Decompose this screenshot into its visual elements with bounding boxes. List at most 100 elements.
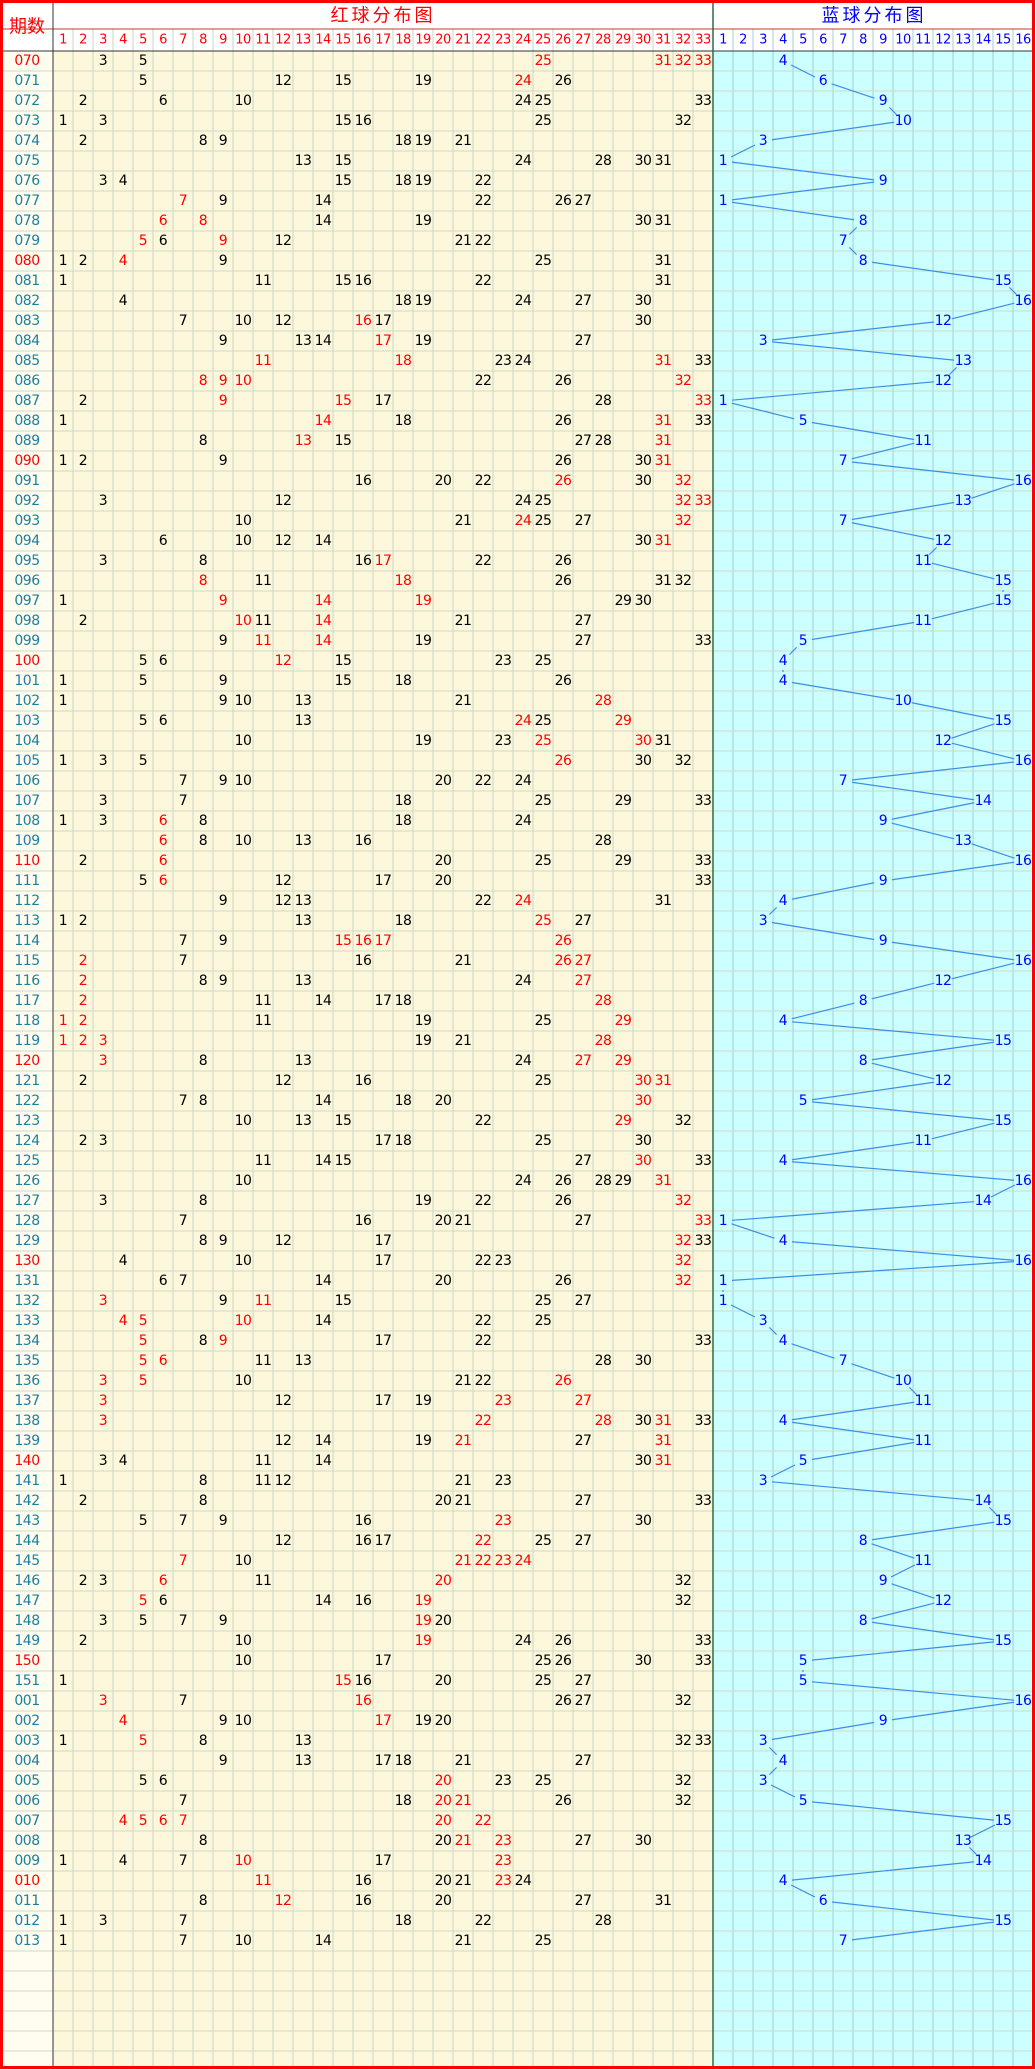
red-ball: 7 — [179, 1093, 187, 1109]
red-ball: 29 — [615, 853, 632, 869]
issue-number: 121 — [14, 1073, 39, 1089]
blue-ball: 12 — [935, 1593, 952, 1609]
red-ball: 31 — [655, 1413, 672, 1429]
red-ball: 2 — [79, 1493, 87, 1509]
red-ball: 4 — [119, 253, 128, 269]
red-ball: 1 — [59, 753, 67, 769]
red-ball: 24 — [515, 1633, 532, 1649]
red-ball: 18 — [395, 993, 412, 1009]
red-ball: 4 — [119, 1813, 128, 1829]
trend-segment — [911, 702, 995, 720]
red-ball: 31 — [655, 413, 672, 429]
blue-ball: 4 — [779, 653, 788, 669]
red-ball: 26 — [555, 73, 572, 89]
blue-column-number: 6 — [819, 33, 827, 48]
red-ball: 1 — [59, 913, 67, 929]
red-ball: 7 — [179, 1273, 187, 1289]
trend-segment — [731, 1223, 775, 1239]
trend-segment — [871, 1521, 995, 1541]
red-ball: 13 — [295, 973, 312, 989]
red-ball: 5 — [139, 753, 147, 769]
trend-segment — [771, 921, 875, 941]
issue-number: 144 — [14, 1533, 40, 1549]
issue-number: 114 — [14, 933, 40, 949]
red-ball: 15 — [335, 1113, 352, 1129]
blue-ball: 15 — [995, 1813, 1012, 1829]
red-ball: 17 — [375, 1753, 392, 1769]
red-ball: 30 — [635, 733, 652, 749]
red-ball: 3 — [99, 1393, 107, 1409]
trend-segment — [791, 1002, 855, 1020]
red-column-number: 4 — [119, 33, 127, 48]
red-ball: 3 — [99, 813, 107, 829]
red-ball: 19 — [415, 1033, 432, 1049]
trend-segment — [768, 1766, 778, 1776]
red-ball: 24 — [515, 1873, 532, 1889]
blue-column-number: 14 — [975, 33, 991, 48]
red-ball: 15 — [335, 73, 352, 89]
red-column-number: 6 — [159, 33, 167, 48]
red-ball: 4 — [119, 1453, 128, 1469]
red-ball: 27 — [575, 1493, 592, 1509]
red-ball: 8 — [199, 1893, 207, 1909]
issue-number: 074 — [14, 133, 40, 149]
trend-segment — [931, 602, 995, 620]
red-ball: 14 — [315, 613, 332, 629]
red-ball: 10 — [235, 773, 252, 789]
trend-segment — [791, 1401, 915, 1421]
red-ball: 7 — [179, 773, 187, 789]
red-ball: 15 — [335, 1153, 352, 1169]
red-ball: 16 — [355, 313, 372, 329]
red-ball: 31 — [655, 53, 672, 69]
trend-segment — [990, 1184, 1016, 1198]
red-column-number: 9 — [219, 33, 227, 48]
blue-ball: 11 — [915, 613, 932, 629]
trend-segment — [791, 681, 895, 701]
red-ball: 13 — [295, 1113, 312, 1129]
red-ball: 26 — [555, 413, 572, 429]
red-ball: 33 — [695, 493, 712, 509]
red-ball: 20 — [435, 853, 452, 869]
red-ball: 27 — [575, 1893, 592, 1909]
red-ball: 11 — [255, 1873, 272, 1889]
blue-ball: 16 — [1015, 953, 1032, 969]
red-ball: 18 — [395, 133, 412, 149]
issue-number: 013 — [14, 1933, 39, 1949]
red-ball: 22 — [475, 1113, 492, 1129]
red-ball: 3 — [99, 1693, 107, 1709]
red-ball: 23 — [495, 353, 512, 369]
red-ball: 32 — [675, 53, 692, 69]
trend-segment — [790, 64, 816, 78]
blue-area-bg — [713, 0, 1035, 2069]
issue-number: 011 — [14, 1893, 39, 1909]
red-ball: 27 — [575, 1753, 592, 1769]
issue-number: 100 — [14, 653, 39, 669]
red-ball: 2 — [79, 1133, 87, 1149]
trend-segment — [851, 1921, 995, 1941]
blue-ball: 4 — [779, 893, 788, 909]
red-ball: 21 — [455, 1373, 472, 1389]
trend-segment — [731, 181, 875, 201]
red-ball: 31 — [655, 453, 672, 469]
red-ball: 16 — [355, 933, 372, 949]
red-ball: 7 — [179, 1213, 187, 1229]
trend-segment — [891, 861, 1015, 881]
issue-number: 120 — [14, 1053, 39, 1069]
issue-number: 119 — [14, 1033, 39, 1049]
trend-segment — [731, 1260, 1015, 1282]
red-ball: 14 — [315, 533, 332, 549]
blue-ball: 14 — [975, 1193, 992, 1209]
blue-ball: 4 — [779, 1753, 788, 1769]
red-ball: 20 — [435, 1273, 452, 1289]
red-ball: 33 — [695, 393, 712, 409]
blue-ball: 10 — [895, 1373, 912, 1389]
red-ball: 7 — [179, 193, 187, 209]
trend-segment — [871, 1543, 915, 1559]
red-ball: 22 — [475, 233, 492, 249]
red-ball: 9 — [219, 893, 227, 909]
blue-ball: 15 — [995, 1913, 1012, 1929]
red-ball: 12 — [275, 1073, 292, 1089]
issue-number: 122 — [14, 1093, 39, 1109]
red-ball: 21 — [455, 953, 472, 969]
